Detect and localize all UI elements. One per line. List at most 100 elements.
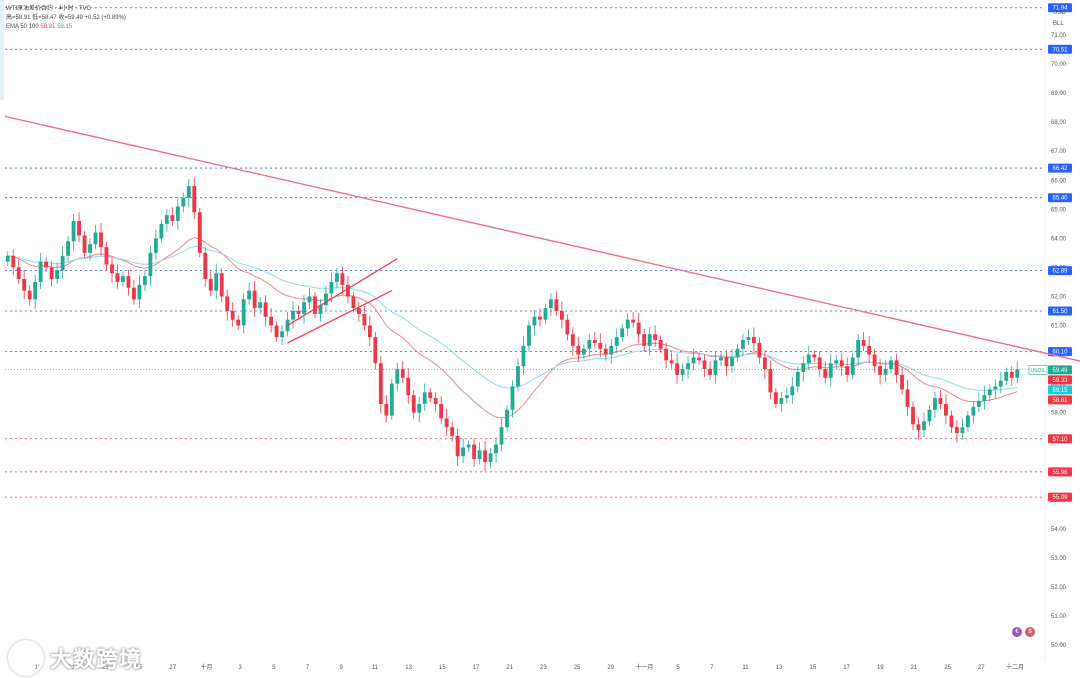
- candle-body: [658, 340, 663, 349]
- candle-body: [713, 360, 718, 375]
- left-edge-accent: [0, 0, 4, 100]
- candle-body: [104, 247, 109, 265]
- price-level-tag: [1048, 434, 1072, 444]
- price-level-label: 66.42: [1052, 166, 1068, 172]
- candle-body: [444, 418, 449, 428]
- candle-body: [318, 305, 323, 314]
- candle-body: [175, 206, 180, 221]
- candle-body: [954, 427, 959, 433]
- candle-body: [351, 296, 356, 309]
- candle-body: [192, 186, 197, 213]
- candle-body: [367, 325, 372, 338]
- candle-body: [60, 255, 65, 271]
- symbol-label: USOIL: [1030, 368, 1045, 374]
- candle-body: [614, 337, 619, 346]
- watermark-text: 大数跨境: [50, 647, 143, 672]
- candle-body: [433, 398, 438, 404]
- candle-body: [795, 371, 800, 387]
- price-tag: [1048, 375, 1072, 385]
- price-level-tag: [1048, 44, 1072, 54]
- x-tick-label: 11: [742, 665, 749, 671]
- candle-body: [916, 424, 921, 431]
- candle-body: [99, 232, 103, 248]
- candle-body: [335, 273, 339, 282]
- x-tick-label: 27: [169, 665, 176, 671]
- candle-body: [252, 290, 257, 309]
- candle-body: [735, 348, 740, 358]
- candle-body: [839, 360, 844, 367]
- candle-body: [993, 386, 998, 390]
- candle-body: [461, 447, 466, 457]
- candle-body: [823, 369, 828, 378]
- x-tick-label: 21: [911, 665, 918, 671]
- candle-body: [132, 287, 136, 300]
- candle-body: [664, 348, 669, 361]
- candle-body: [691, 357, 696, 364]
- candle-body: [44, 261, 49, 268]
- x-tick-label: 十月: [200, 663, 212, 671]
- candle-body: [164, 215, 169, 224]
- candle-body: [389, 383, 394, 416]
- candle-body: [38, 261, 43, 282]
- x-tick-label: 15: [810, 665, 817, 671]
- candle-body: [768, 369, 773, 393]
- candle-body: [477, 450, 482, 460]
- price-tag: [1048, 385, 1072, 395]
- candle-body: [543, 308, 548, 320]
- candle-body: [927, 409, 932, 422]
- candle-body: [203, 252, 208, 280]
- x-tick-label: 15: [439, 665, 446, 671]
- watermark-logo-icon: [8, 640, 44, 676]
- candle-body: [548, 299, 553, 309]
- candle-body: [362, 313, 367, 326]
- candle-body: [532, 316, 537, 326]
- x-tick-label: 21: [68, 665, 75, 671]
- price-level-tag: [1048, 492, 1072, 502]
- candle-body: [856, 340, 861, 358]
- x-tick-label: 25: [944, 665, 951, 671]
- candle-body: [861, 340, 866, 346]
- candle-body: [269, 316, 274, 326]
- candle-body: [472, 444, 477, 460]
- candle-body: [976, 401, 981, 407]
- candle-body: [527, 325, 531, 346]
- x-tick-label: 19: [877, 665, 884, 671]
- candle-body: [5, 255, 10, 262]
- candle-body: [609, 345, 614, 355]
- price-level-tag: [1048, 163, 1072, 173]
- price-level-label: 61.50: [1052, 309, 1068, 315]
- x-tick-label: 十一月: [635, 663, 653, 671]
- candle-body: [538, 316, 542, 320]
- axis-currency[interactable]: USD BLL: [1053, 8, 1066, 30]
- candle-body: [971, 406, 976, 416]
- candle-body: [400, 369, 405, 378]
- candle-body: [258, 302, 263, 309]
- candle-body: [817, 357, 822, 370]
- candle-body: [510, 386, 515, 410]
- legend-ema-label: EMA 50 100: [6, 24, 39, 30]
- candle-body: [373, 337, 378, 364]
- candle-body: [110, 264, 114, 274]
- x-tick-label: 13: [776, 665, 783, 671]
- y-tick-label: 69.00: [1051, 91, 1067, 97]
- y-tick-label: 67.00: [1051, 149, 1067, 155]
- candle-body: [631, 319, 636, 323]
- candle-body: [71, 220, 76, 242]
- candle-body: [153, 238, 158, 253]
- y-tick-label: 62.00: [1051, 294, 1067, 300]
- candle-body: [280, 331, 284, 338]
- candle-body: [93, 232, 98, 245]
- price-level-label: 57.10: [1052, 437, 1068, 443]
- candle-body: [680, 369, 685, 375]
- price-level-label: 65.40: [1052, 196, 1068, 202]
- candle-body: [911, 406, 915, 425]
- legend-ohlc: 高=58.91 低=58.47 收=59.49 +0.52 (+0.89%): [6, 15, 126, 21]
- candle-body: [565, 319, 570, 335]
- currency-label: USD: [1053, 10, 1066, 16]
- price-level-label: 60.10: [1052, 350, 1068, 356]
- candle-body: [66, 241, 71, 256]
- y-tick-label: 53.00: [1051, 556, 1067, 562]
